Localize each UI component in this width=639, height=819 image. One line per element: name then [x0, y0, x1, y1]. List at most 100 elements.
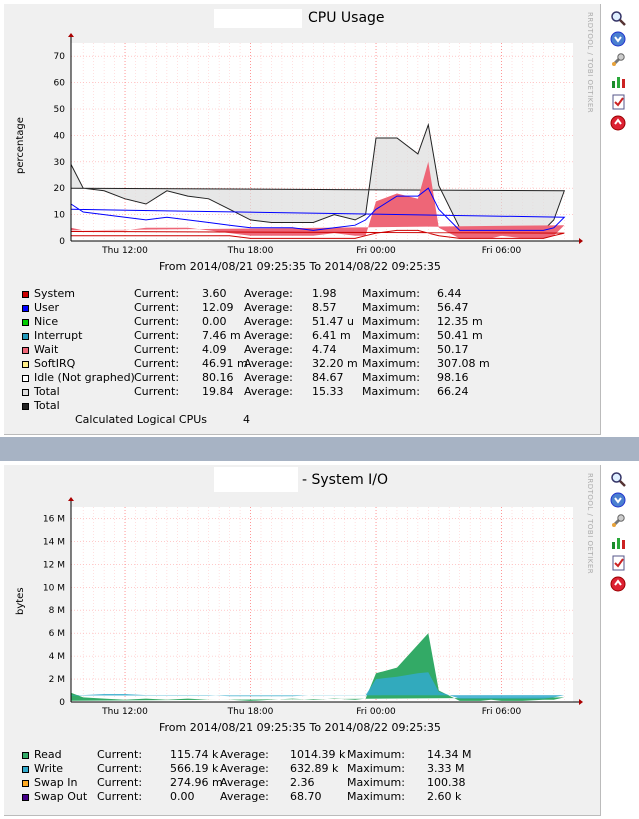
cpu-average-label: Average: — [244, 287, 293, 300]
cpu-chart: 0 10 20 30 40 50 60 70 Thu 12:00 Thu 18:00 Fri 00:… — [54, 33, 583, 256]
cpu-legend-row: Nice Current: 0.00 Average: 51.47 u Maximum: 1… — [22, 315, 582, 329]
cpu-current-label: Current: — [134, 343, 180, 356]
cpu-date-range: From 2014/08/21 09:25:35 To 2014/08/22 0… — [159, 260, 441, 273]
cpu-maximum-label: Maximum: — [362, 357, 420, 370]
cpu-y-tick-label: 50 — [54, 105, 66, 115]
io-graph-title: - System I/O — [302, 472, 389, 488]
cpu-legend-name: Total — [34, 399, 60, 412]
download-icon[interactable] — [610, 31, 626, 47]
io-average-value: 1014.39 k — [290, 748, 346, 761]
cpu-y-tick-label: 10 — [54, 211, 66, 221]
cpu-legend-row: Idle (Not graphed) Current: 80.16 Average: 8… — [22, 371, 582, 385]
io-y-axis-arrow — [68, 497, 74, 501]
io-current-label: Current: — [97, 762, 143, 775]
io-legend-swatch — [22, 780, 29, 787]
cpu-legend-swatch — [22, 333, 29, 340]
cpu-average-value: 51.47 u — [312, 315, 354, 328]
cpu-maximum-label: Maximum: — [362, 385, 420, 398]
cpu-current-value: 3.60 — [202, 287, 227, 300]
cpu-maximum-label: Maximum: — [362, 287, 420, 300]
cpu-maximum-value: 56.47 — [437, 301, 469, 314]
io-current-label: Current: — [97, 776, 143, 789]
cpu-current-label: Current: — [134, 301, 180, 314]
cpu-legend-swatch — [22, 291, 29, 298]
cpu-average-value: 4.74 — [312, 343, 337, 356]
rrdtool-watermark: RRDTOOL / TOBI OETIKER — [586, 473, 594, 575]
properties-icon[interactable] — [610, 52, 626, 68]
io-legend-name: Swap Out — [34, 790, 88, 803]
io-average-label: Average: — [220, 748, 269, 761]
io-maximum-label: Maximum: — [347, 748, 405, 761]
io-y-tick-label: 14 M — [43, 537, 65, 547]
graph-type-icon[interactable] — [610, 73, 626, 89]
cpu-current-label: Current: — [134, 371, 180, 384]
zoom-icon[interactable] — [610, 10, 626, 26]
cpu-current-value: 80.16 — [202, 371, 234, 384]
zoom-icon[interactable] — [610, 471, 626, 487]
cpu-current-label: Current: — [134, 357, 180, 370]
cpu-maximum-label: Maximum: — [362, 329, 420, 342]
report-icon[interactable] — [610, 555, 626, 571]
cpu-legend-row: Interrupt Current: 7.46 m Average: 6.41 m Max… — [22, 329, 582, 343]
cpu-y-axis-arrow — [68, 33, 74, 37]
io-average-value: 632.89 k — [290, 762, 339, 775]
io-y-tick-label: 2 M — [49, 675, 65, 685]
cpu-x-tick-label: Thu 12:00 — [101, 246, 148, 256]
io-legend-swatch — [22, 794, 29, 801]
cpu-x-tick-label: Thu 18:00 — [227, 246, 274, 256]
io-average-label: Average: — [220, 762, 269, 775]
io-y-tick-label: 0 — [59, 698, 65, 708]
io-legend-row: Write Current: 566.19 k Average: 632.89 k Max… — [22, 762, 582, 776]
cpu-y-tick-label: 20 — [54, 184, 66, 194]
cpu-current-value: 46.91 m — [202, 357, 248, 370]
cpu-average-label: Average: — [244, 315, 293, 328]
graph-type-icon[interactable] — [610, 534, 626, 550]
io-date-range: From 2014/08/21 09:25:35 To 2014/08/22 0… — [159, 721, 441, 734]
cpu-average-label: Average: — [244, 329, 293, 342]
io-current-label: Current: — [97, 748, 143, 761]
cpu-y-tick-label: 40 — [54, 131, 66, 141]
cpu-current-value: 0.00 — [202, 315, 227, 328]
cpu-current-label: Current: — [134, 385, 180, 398]
report-icon[interactable] — [610, 94, 626, 110]
io-y-tick-label: 10 M — [43, 583, 65, 593]
remove-icon[interactable] — [610, 115, 626, 131]
cpu-maximum-value: 98.16 — [437, 371, 469, 384]
cpu-y-tick-label: 0 — [59, 237, 65, 247]
io-chart: 0 2 M 4 M 6 M 8 M 10 M 12 M 14 M 16 M Thu 12:00 Th… — [43, 497, 583, 717]
cpu-legend-swatch — [22, 389, 29, 396]
cpu-legend-row: User Current: 12.09 Average: 8.57 Maximum: 56.… — [22, 301, 582, 315]
cpu-average-label: Average: — [244, 385, 293, 398]
cpu-legend-row: Total Current: 19.84 Average: 15.33 Maximum: 6… — [22, 385, 582, 399]
remove-icon[interactable] — [610, 576, 626, 592]
io-legend-row: Read Current: 115.74 k Average: 1014.39 k Max… — [22, 748, 582, 762]
cpu-maximum-value: 66.24 — [437, 385, 469, 398]
cpu-average-value: 84.67 — [312, 371, 344, 384]
cpu-graph-image[interactable]: CPU Usage percentage RRDTOOL / TOBI OETI… — [4, 4, 601, 435]
io-current-value: 274.96 m — [170, 776, 223, 789]
io-average-value: 2.36 — [290, 776, 315, 789]
io-legend-name: Swap In — [34, 776, 78, 789]
io-y-tick-label: 12 M — [43, 560, 65, 570]
io-current-value: 566.19 k — [170, 762, 219, 775]
io-graph-image[interactable]: - System I/O bytes RRDTOOL / TOBI OETIKE… — [4, 465, 601, 816]
io-maximum-label: Maximum: — [347, 776, 405, 789]
properties-icon[interactable] — [610, 513, 626, 529]
cpu-legend-swatch — [22, 347, 29, 354]
cpu-panel: CPU Usage percentage RRDTOOL / TOBI OETI… — [0, 0, 639, 437]
cpu-legend-row: SoftIRQ Current: 46.91 m Average: 32.20 m Max… — [22, 357, 582, 371]
cpu-legend-name: Interrupt — [34, 329, 83, 342]
cpu-average-value: 32.20 m — [312, 357, 358, 370]
redacted-hostname — [214, 467, 298, 492]
io-maximum-value: 100.38 — [427, 776, 466, 789]
io-legend-name: Write — [34, 762, 64, 775]
cpu-average-label: Average: — [244, 343, 293, 356]
download-icon[interactable] — [610, 492, 626, 508]
cpu-maximum-value: 307.08 m — [437, 357, 490, 370]
cpu-current-label: Current: — [134, 329, 180, 342]
cpu-average-label: Average: — [244, 357, 293, 370]
cpu-legend-swatch — [22, 403, 29, 410]
io-y-tick-label: 8 M — [49, 606, 65, 616]
cpu-maximum-value: 50.17 — [437, 343, 469, 356]
io-plot-area — [71, 507, 573, 702]
